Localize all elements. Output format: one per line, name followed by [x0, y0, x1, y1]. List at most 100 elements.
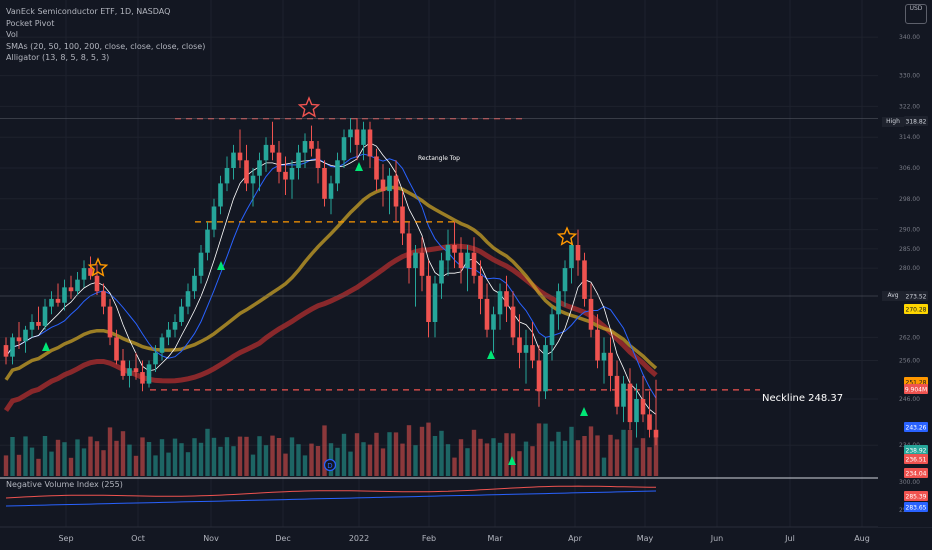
volume-bar [445, 444, 451, 476]
candle-body [81, 268, 87, 280]
nvi-signal-line [5, 490, 657, 507]
candle-body [62, 287, 67, 303]
time-label: Oct [131, 534, 145, 543]
candle-body [647, 414, 652, 430]
volume-bar [179, 443, 184, 476]
volume-bar [504, 433, 509, 476]
volume-bar [406, 425, 412, 476]
volume-bar [55, 439, 61, 476]
volume-bar [68, 457, 74, 476]
volume-bar [588, 426, 594, 476]
price-tick: 262.00 [899, 334, 920, 341]
volume-bar [400, 443, 405, 476]
volume-bar [94, 441, 100, 476]
volume-bar [374, 432, 379, 476]
candle-body [575, 245, 581, 261]
candle-body [549, 314, 555, 346]
avg-label: Avg [882, 291, 904, 301]
candle-body [322, 168, 327, 199]
volume-bar [3, 455, 9, 476]
candle-body [491, 314, 496, 330]
volume-bar [166, 452, 171, 476]
currency-badge[interactable]: USD [905, 4, 927, 24]
candle-body [107, 306, 113, 338]
volume-bar [322, 425, 327, 476]
volume-bar [595, 435, 600, 476]
nvi-legend[interactable]: Negative Volume Index (255) [6, 480, 123, 489]
volume-bar [270, 435, 275, 476]
legend-title[interactable]: VanEck Semiconductor ETF, 1D, NASDAQ [6, 7, 171, 16]
volume-bar [302, 455, 308, 476]
candle-body [530, 345, 535, 361]
candle-body [218, 183, 223, 207]
candle-body [179, 306, 184, 322]
candle-body [341, 137, 347, 161]
volume-bar [153, 455, 158, 476]
price-badge [904, 384, 928, 394]
volume-bar [257, 436, 262, 476]
price-badge-value: 243.26 [906, 425, 927, 432]
candle-body [276, 152, 282, 172]
volume-bar [127, 444, 132, 476]
nvi-line [5, 485, 656, 499]
candle-body [335, 160, 340, 184]
volume-bar [517, 451, 522, 476]
volume-bar [549, 441, 555, 476]
legend-item-alligator[interactable]: Alligator (13, 8, 5, 8, 5, 3) [6, 53, 110, 62]
legend-item-vol[interactable]: Vol [6, 30, 18, 39]
candle-body [419, 252, 425, 276]
time-label: Dec [275, 534, 291, 543]
candle-body [146, 364, 152, 384]
candle-body [471, 252, 477, 276]
volume-bar [601, 457, 607, 476]
volume-bar [237, 436, 243, 476]
star-icon [556, 226, 578, 246]
price-badge [904, 445, 928, 455]
volume-bar [172, 438, 178, 476]
candle-body [159, 337, 165, 353]
sma100-line [4, 185, 658, 381]
nvi-badge [904, 491, 928, 501]
candle-body [452, 245, 457, 253]
candle-body [634, 399, 639, 423]
price-tick: 330.00 [899, 73, 920, 80]
price-badge [904, 468, 928, 478]
nvi-badge-value: 283.65 [906, 505, 927, 512]
candle-body [192, 275, 197, 292]
volume-bar [244, 436, 249, 476]
time-label: Apr [568, 534, 582, 543]
volume-bar [413, 445, 418, 476]
candle-body [42, 306, 48, 326]
price-badge-value: 234.04 [906, 471, 927, 478]
candle-body [205, 229, 210, 253]
nvi-tick: 300.00 [899, 479, 920, 486]
volume-bar [627, 430, 633, 476]
volume-bar [536, 423, 542, 476]
volume-bar [205, 428, 210, 476]
legend-item-smas[interactable]: SMAs (20, 50, 100, 200, close, close, cl… [6, 41, 206, 51]
pocket-pivot-icon [487, 350, 495, 359]
candle-body [328, 183, 334, 199]
volume-bar [341, 433, 347, 476]
pocket-pivot-icon [42, 342, 50, 351]
candle-body [237, 152, 243, 161]
price-tick: 322.00 [899, 103, 920, 110]
time-label: Feb [421, 534, 437, 543]
legend-item-pocket-pivot[interactable]: Pocket Pivot [6, 18, 55, 28]
pocket-pivot-icon [580, 407, 588, 416]
price-tick: 280.00 [899, 265, 920, 272]
price-badge-value: 251.28 [906, 380, 927, 387]
candlesticks [3, 117, 659, 446]
volume-bar [16, 454, 22, 476]
volume-bar [361, 442, 366, 476]
candle-body [653, 429, 659, 438]
volume-bar [36, 458, 41, 476]
candle-body [432, 283, 438, 322]
candle-body [406, 233, 412, 269]
price-tick: 340.00 [899, 34, 920, 41]
volume-bar [283, 453, 288, 476]
candle-body [367, 129, 373, 157]
price-tick: 314.00 [899, 134, 920, 141]
candle-body [315, 148, 321, 168]
